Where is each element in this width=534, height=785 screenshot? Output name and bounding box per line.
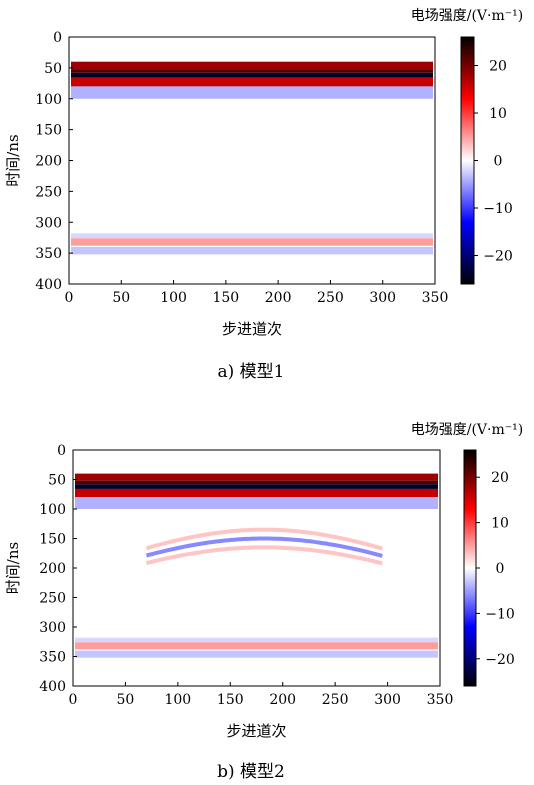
colorbar-tick-label: −10 bbox=[483, 201, 513, 217]
y-tick-label: 50 bbox=[48, 473, 66, 489]
x-axis-label: 步进道次 bbox=[226, 722, 286, 740]
band-2 bbox=[71, 72, 433, 78]
colorbar-tick-label: 20 bbox=[489, 59, 507, 75]
y-tick-label: 150 bbox=[39, 532, 66, 548]
x-tick-label: 200 bbox=[269, 692, 296, 708]
band-2 bbox=[75, 484, 438, 489]
y-tick-label: 0 bbox=[53, 30, 62, 46]
x-tick-label: 50 bbox=[112, 290, 130, 306]
y-tick-label: 0 bbox=[57, 443, 66, 459]
x-tick-label: 350 bbox=[427, 692, 454, 708]
colorbar-tick-label: 0 bbox=[496, 561, 505, 577]
colorbar-title: 电场强度/(V·m⁻¹) bbox=[411, 8, 523, 24]
x-tick-label: 100 bbox=[160, 290, 187, 306]
y-tick-label: 400 bbox=[35, 277, 62, 293]
colorbar bbox=[460, 36, 475, 285]
x-tick-label: 0 bbox=[65, 290, 74, 306]
colorbar bbox=[463, 449, 477, 687]
x-tick-label: 0 bbox=[69, 692, 78, 708]
hyperbola-6 bbox=[145, 536, 383, 558]
y-axis-label: 时间/ns bbox=[4, 134, 22, 186]
x-tick-label: 300 bbox=[369, 290, 396, 306]
x-tick-label: 250 bbox=[322, 692, 349, 708]
y-tick-label: 350 bbox=[35, 246, 62, 262]
band-3 bbox=[75, 488, 438, 498]
x-tick-label: 300 bbox=[374, 692, 401, 708]
x-tick-label: 50 bbox=[117, 692, 135, 708]
figure-caption: a) 模型1 bbox=[218, 362, 285, 382]
y-tick-label: 50 bbox=[44, 61, 62, 77]
colorbar-tick-label: 20 bbox=[491, 470, 509, 486]
band-0 bbox=[71, 61, 433, 70]
band-10 bbox=[75, 650, 438, 658]
band-5 bbox=[71, 233, 433, 239]
band-6 bbox=[71, 238, 433, 246]
y-tick-label: 300 bbox=[39, 620, 66, 636]
y-tick-label: 200 bbox=[35, 154, 62, 170]
y-tick-label: 350 bbox=[39, 650, 66, 666]
x-tick-label: 150 bbox=[212, 290, 239, 306]
colorbar-tick-label: 0 bbox=[494, 154, 503, 170]
band-1 bbox=[75, 480, 438, 485]
x-tick-label: 150 bbox=[217, 692, 244, 708]
colorbar-tick-label: −20 bbox=[485, 652, 515, 668]
band-3 bbox=[71, 77, 433, 87]
band-9 bbox=[75, 642, 438, 650]
y-tick-label: 250 bbox=[39, 591, 66, 607]
x-tick-label: 100 bbox=[164, 692, 191, 708]
y-axis-label: 时间/ns bbox=[4, 542, 22, 594]
hyperbola-5 bbox=[145, 527, 383, 551]
x-tick-label: 200 bbox=[265, 290, 292, 306]
band-0 bbox=[75, 473, 438, 481]
y-tick-label: 100 bbox=[35, 92, 62, 108]
hyperbola-7 bbox=[145, 545, 383, 566]
x-tick-label: 250 bbox=[317, 290, 344, 306]
band-4 bbox=[71, 86, 433, 99]
x-tick-label: 350 bbox=[422, 290, 449, 306]
figure-caption: b) 模型2 bbox=[217, 762, 285, 782]
colorbar-tick-label: 10 bbox=[491, 516, 509, 532]
band-7 bbox=[71, 246, 433, 255]
band-4 bbox=[75, 497, 438, 509]
colorbar-title: 电场强度/(V·m⁻¹) bbox=[411, 422, 523, 438]
x-axis-label: 步进道次 bbox=[222, 320, 282, 338]
y-tick-label: 400 bbox=[39, 679, 66, 695]
band-8 bbox=[75, 637, 438, 643]
y-tick-label: 250 bbox=[35, 184, 62, 200]
y-tick-label: 300 bbox=[35, 215, 62, 231]
band-1 bbox=[71, 69, 433, 73]
colorbar-tick-label: 10 bbox=[489, 106, 507, 122]
y-tick-label: 150 bbox=[35, 123, 62, 139]
y-tick-label: 100 bbox=[39, 502, 66, 518]
colorbar-tick-label: −10 bbox=[485, 606, 515, 622]
y-tick-label: 200 bbox=[39, 561, 66, 577]
colorbar-tick-label: −20 bbox=[483, 249, 513, 265]
